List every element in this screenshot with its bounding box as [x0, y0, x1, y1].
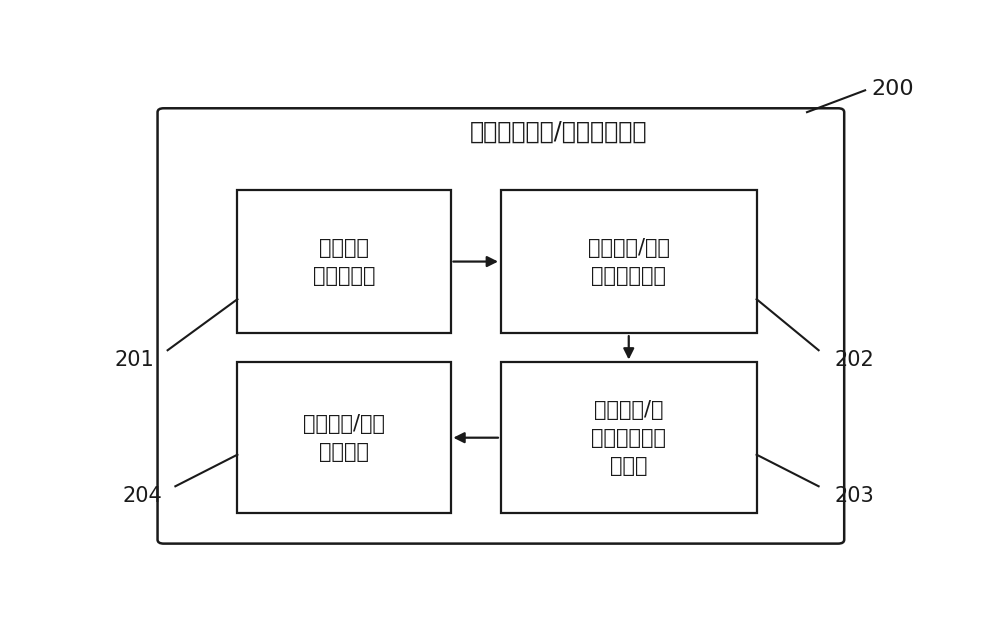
Text: 202: 202 [834, 350, 874, 370]
Bar [237, 190, 450, 333]
FancyBboxPatch shape [158, 109, 844, 544]
Text: 座椅通风/制冷
速率曲线模块: 座椅通风/制冷 速率曲线模块 [588, 237, 670, 286]
Text: 201: 201 [115, 350, 154, 370]
Text: 204: 204 [122, 486, 162, 506]
Bar [501, 362, 757, 513]
Text: 200: 200 [871, 80, 914, 99]
Bar [501, 190, 757, 333]
Text: 炎热等级
数据库模块: 炎热等级 数据库模块 [313, 237, 375, 286]
Text: 座椅通风/制
冷速率曲线选
取模块: 座椅通风/制 冷速率曲线选 取模块 [591, 399, 666, 476]
Text: 汽车座椅通风/制冷控制系统: 汽车座椅通风/制冷控制系统 [470, 120, 648, 144]
Text: 座椅通风/制冷
控制模块: 座椅通风/制冷 控制模块 [303, 414, 385, 462]
Bar [237, 362, 450, 513]
Text: 203: 203 [834, 486, 874, 506]
